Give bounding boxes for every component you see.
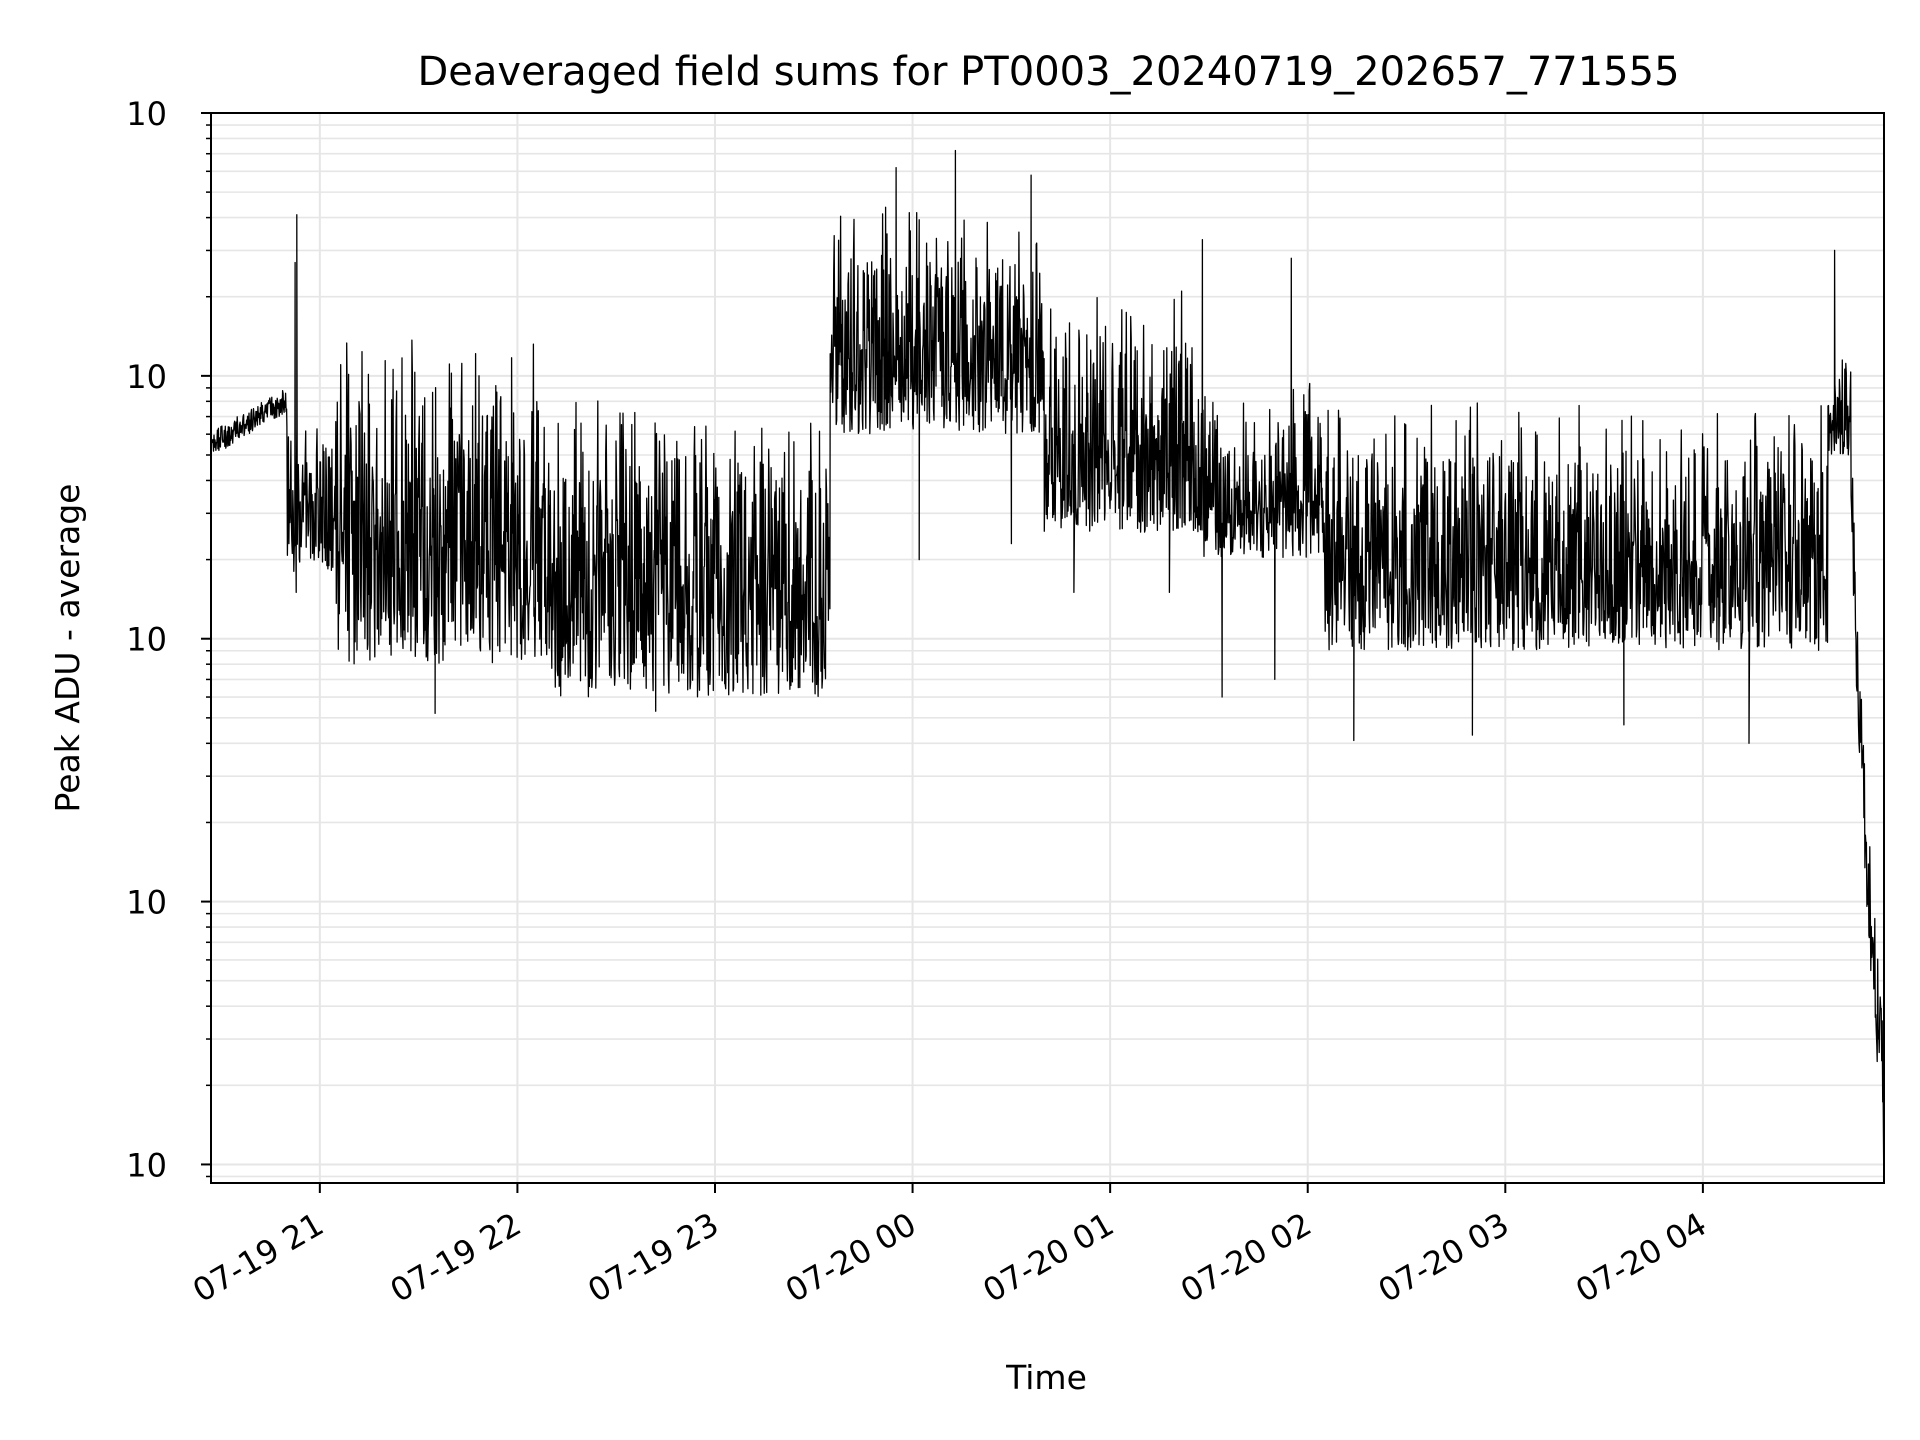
- x-axis-label: Time: [1005, 1358, 1087, 1397]
- y-axis-label: Peak ADU - average: [48, 484, 87, 813]
- series-line: [210, 149, 1885, 1169]
- y-axis: 103104105106107: [126, 95, 211, 1184]
- y-tick-label: 10: [126, 884, 167, 922]
- chart-title: Deaveraged field sums for PT0003_2024071…: [417, 49, 1679, 95]
- y-tick-label: 10: [126, 621, 167, 659]
- series-line-group: [210, 149, 1885, 1169]
- y-tick-label: 10: [126, 358, 167, 396]
- y-tick-label: 10: [126, 1146, 167, 1184]
- y-tick-label: 10: [126, 95, 167, 133]
- plot-frame: [210, 112, 1885, 1184]
